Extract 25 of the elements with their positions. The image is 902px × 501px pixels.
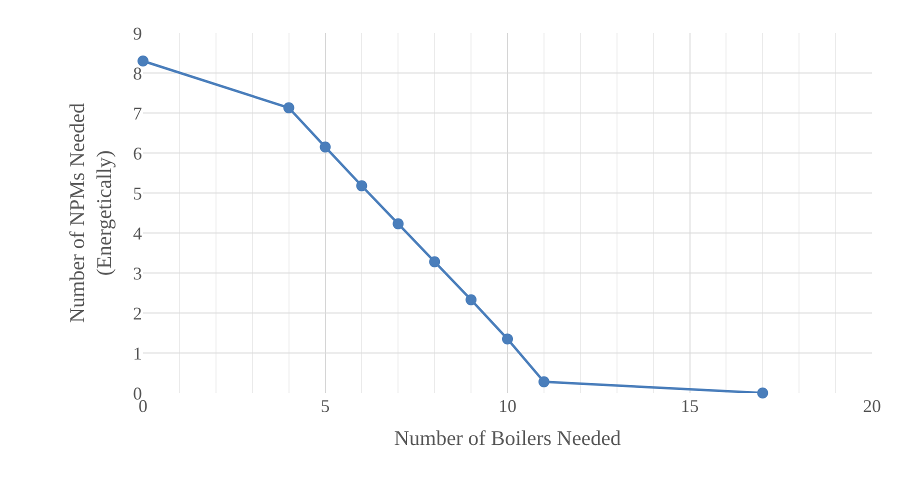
point xyxy=(538,376,550,388)
point xyxy=(283,102,294,114)
point xyxy=(356,180,368,192)
y-tick-label: 4 xyxy=(133,223,142,244)
point xyxy=(757,388,768,398)
y-tick-label: 9 xyxy=(133,23,142,44)
y-tick-label: 3 xyxy=(133,263,142,284)
x-tick-label: 10 xyxy=(498,396,516,416)
point xyxy=(502,334,513,344)
point xyxy=(138,56,148,66)
point xyxy=(466,294,477,306)
x-axis-title: Number of Boilers Needed xyxy=(394,426,622,450)
y-tick-label: 2 xyxy=(133,303,142,324)
x-tick-label: 20 xyxy=(863,396,881,416)
y-tick-label: 1 xyxy=(133,343,142,364)
point xyxy=(429,256,440,268)
y-tick-label: 7 xyxy=(133,103,142,124)
point xyxy=(392,218,404,230)
y-tick-label: 5 xyxy=(133,183,142,204)
y-axis-title: Number of NPMs Needed (Energetically) xyxy=(64,102,116,323)
y-tick-label: 6 xyxy=(133,143,142,164)
point xyxy=(320,142,331,152)
x-tick-label: 5 xyxy=(320,396,330,416)
y-tick-label: 8 xyxy=(133,63,142,84)
x-tick-label: 15 xyxy=(680,396,699,416)
